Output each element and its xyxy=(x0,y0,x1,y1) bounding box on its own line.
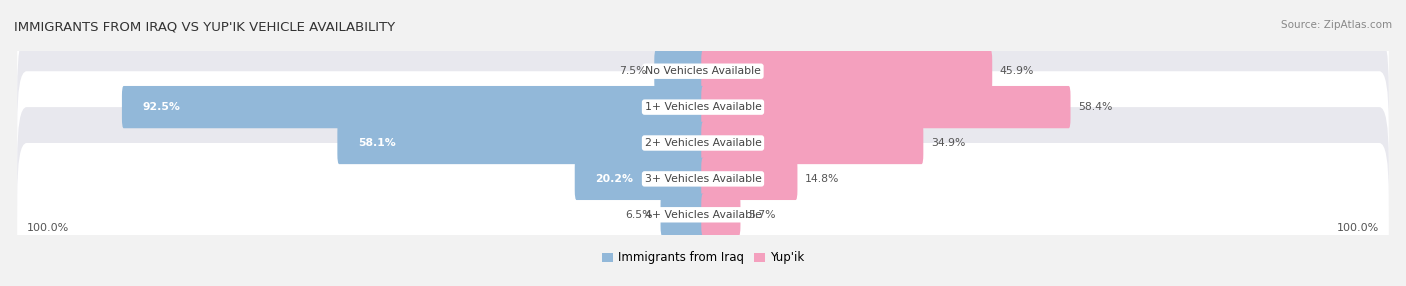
FancyBboxPatch shape xyxy=(661,194,704,236)
FancyBboxPatch shape xyxy=(702,158,797,200)
Text: 2+ Vehicles Available: 2+ Vehicles Available xyxy=(644,138,762,148)
FancyBboxPatch shape xyxy=(702,50,993,92)
Text: 20.2%: 20.2% xyxy=(595,174,633,184)
Text: Source: ZipAtlas.com: Source: ZipAtlas.com xyxy=(1281,20,1392,30)
FancyBboxPatch shape xyxy=(575,158,704,200)
Text: 58.4%: 58.4% xyxy=(1078,102,1112,112)
FancyBboxPatch shape xyxy=(17,0,1389,143)
FancyBboxPatch shape xyxy=(702,194,741,236)
Legend: Immigrants from Iraq, Yup'ik: Immigrants from Iraq, Yup'ik xyxy=(598,247,808,269)
FancyBboxPatch shape xyxy=(702,86,1070,128)
Text: 4+ Vehicles Available: 4+ Vehicles Available xyxy=(644,210,762,220)
Text: 7.5%: 7.5% xyxy=(619,66,647,76)
FancyBboxPatch shape xyxy=(337,122,704,164)
Text: 100.0%: 100.0% xyxy=(27,223,69,233)
Text: 5.7%: 5.7% xyxy=(748,210,776,220)
FancyBboxPatch shape xyxy=(17,107,1389,251)
FancyBboxPatch shape xyxy=(17,35,1389,179)
Text: 1+ Vehicles Available: 1+ Vehicles Available xyxy=(644,102,762,112)
Text: 6.5%: 6.5% xyxy=(626,210,652,220)
FancyBboxPatch shape xyxy=(654,50,704,92)
FancyBboxPatch shape xyxy=(122,86,704,128)
Text: IMMIGRANTS FROM IRAQ VS YUP'IK VEHICLE AVAILABILITY: IMMIGRANTS FROM IRAQ VS YUP'IK VEHICLE A… xyxy=(14,20,395,33)
Text: 58.1%: 58.1% xyxy=(359,138,395,148)
Text: 34.9%: 34.9% xyxy=(931,138,966,148)
FancyBboxPatch shape xyxy=(17,71,1389,215)
Text: No Vehicles Available: No Vehicles Available xyxy=(645,66,761,76)
Text: 3+ Vehicles Available: 3+ Vehicles Available xyxy=(644,174,762,184)
Text: 14.8%: 14.8% xyxy=(806,174,839,184)
FancyBboxPatch shape xyxy=(702,122,924,164)
Text: 100.0%: 100.0% xyxy=(1337,223,1379,233)
Text: 92.5%: 92.5% xyxy=(142,102,180,112)
FancyBboxPatch shape xyxy=(17,143,1389,286)
Text: 45.9%: 45.9% xyxy=(1000,66,1035,76)
